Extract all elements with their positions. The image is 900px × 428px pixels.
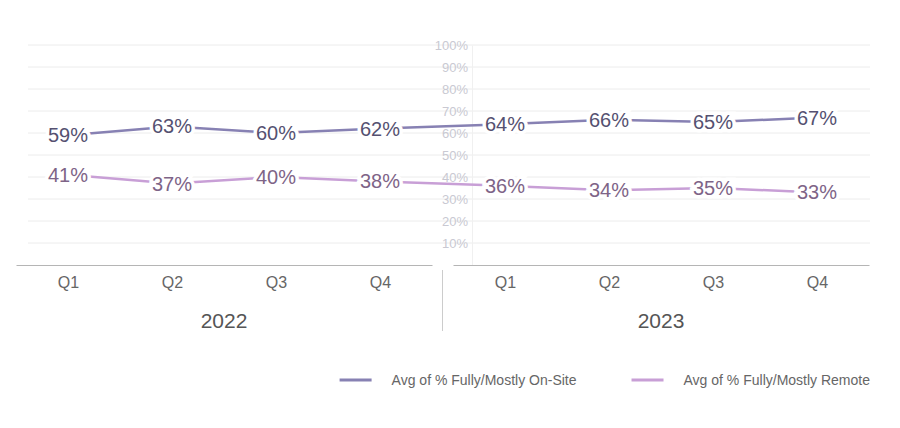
data-label: 37% — [152, 173, 192, 195]
x-tick-label: Q1 — [495, 274, 516, 291]
data-label: 36% — [485, 175, 525, 197]
data-label: 64% — [485, 113, 525, 135]
data-label: 40% — [256, 166, 296, 188]
x-tick-label: Q4 — [370, 274, 391, 291]
legend-swatch — [632, 379, 664, 382]
y-tick: 90% — [442, 60, 472, 75]
x-axis-line — [454, 265, 870, 266]
x-axis: Q1 Q2 Q3 Q4 — [454, 266, 870, 292]
data-label: 65% — [693, 111, 733, 133]
x-tick: Q1 — [58, 274, 79, 291]
legend-label: Avg of % Fully/Mostly Remote — [684, 372, 871, 388]
y-tick: 30% — [442, 192, 472, 207]
x-tick-label: Q2 — [599, 274, 620, 291]
y-tick-label: 60% — [442, 126, 468, 141]
chart-svg: 10% 20% 30% 40% 50% 60% 70% 80% 90% 100% Q1 Q2 Q3 Q4 2… — [0, 0, 900, 428]
data-label: 62% — [360, 118, 400, 140]
y-tick: 100% — [435, 38, 472, 53]
y-tick-label: 70% — [442, 104, 468, 119]
y-tick-label: 80% — [442, 82, 468, 97]
x-tick-label: Q4 — [807, 274, 828, 291]
data-label: 60% — [256, 122, 296, 144]
y-tick: 10% — [442, 236, 472, 251]
legend: Avg of % Fully/Mostly On-Site Avg of % Fu… — [340, 372, 871, 388]
y-tick-label: 100% — [435, 38, 469, 53]
data-label: 35% — [693, 177, 733, 199]
x-tick-label: Q2 — [162, 274, 183, 291]
data-label: 33% — [797, 181, 837, 203]
data-label: 38% — [360, 170, 400, 192]
x-tick-label: Q3 — [703, 274, 724, 291]
x-tick: Q2 — [599, 274, 620, 291]
legend-item: Avg of % Fully/Mostly On-Site — [340, 372, 577, 388]
x-tick: Q4 — [807, 274, 828, 291]
legend-label: Avg of % Fully/Mostly On-Site — [392, 372, 577, 388]
y-tick: 70% — [442, 104, 472, 119]
y-axis-line — [472, 46, 473, 266]
data-label: 41% — [48, 164, 88, 186]
x-tick: Q3 — [266, 274, 287, 291]
x-tick: Q1 — [495, 274, 516, 291]
y-tick: 40% — [442, 170, 472, 185]
x-tick: Q2 — [162, 274, 183, 291]
y-tick: 60% — [442, 126, 472, 141]
x-tick-label: Q1 — [58, 274, 79, 291]
y-tick-label: 20% — [442, 214, 468, 229]
x-axis-line — [17, 265, 433, 266]
data-label: 34% — [589, 179, 629, 201]
y-tick-label: 10% — [442, 236, 468, 251]
y-axis: 10% 20% 30% 40% 50% 60% 70% 80% 90% 100% — [435, 38, 473, 266]
x-tick: Q4 — [370, 274, 391, 291]
data-label: 63% — [152, 115, 192, 137]
legend-item: Avg of % Fully/Mostly Remote — [632, 372, 871, 388]
x-tick-label: Q3 — [266, 274, 287, 291]
group-label: 2022 — [201, 309, 248, 332]
data-label: 67% — [797, 107, 837, 129]
y-tick-label: 90% — [442, 60, 468, 75]
chart-container: 10% 20% 30% 40% 50% 60% 70% 80% 90% 100% Q1 Q2 Q3 Q4 2… — [0, 0, 900, 428]
x-axis: Q1 Q2 Q3 Q4 — [17, 266, 433, 292]
group-separator — [442, 270, 443, 331]
data-labels: 59% 63% 60% 62% 64% 66% 65% 67% 41% 37% 40% 38% 36% 3… — [48, 107, 837, 204]
grid — [28, 45, 870, 243]
data-label: 66% — [589, 109, 629, 131]
y-tick-label: 30% — [442, 192, 468, 207]
group-label: 2023 — [638, 309, 685, 332]
y-tick: 50% — [442, 148, 472, 163]
y-tick-label: 50% — [442, 148, 468, 163]
y-tick: 80% — [442, 82, 472, 97]
x-tick: Q3 — [703, 274, 724, 291]
y-tick-label: 40% — [442, 170, 468, 185]
y-tick: 20% — [442, 214, 472, 229]
legend-swatch — [340, 379, 372, 382]
data-label: 59% — [48, 124, 88, 146]
